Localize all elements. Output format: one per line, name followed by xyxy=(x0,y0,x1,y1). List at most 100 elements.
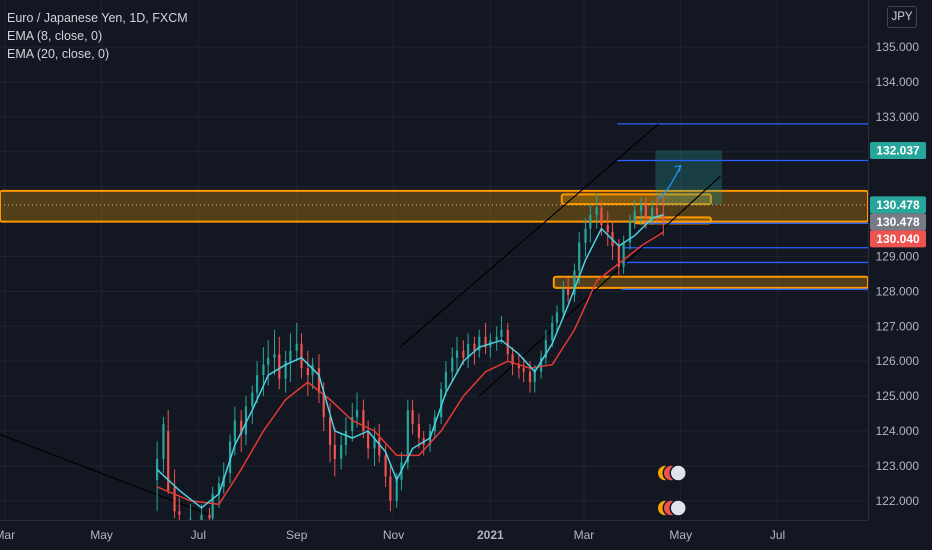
candle xyxy=(633,200,636,229)
candle-body xyxy=(522,368,525,372)
candle xyxy=(284,350,287,393)
candle-body xyxy=(244,406,248,435)
candle-body xyxy=(362,410,365,432)
target-arrow-head xyxy=(674,164,682,172)
price-label-value: 130.478 xyxy=(876,215,920,229)
candle-body xyxy=(317,368,321,393)
time-tick-label: May xyxy=(669,528,692,542)
candle xyxy=(455,336,459,372)
candle xyxy=(208,507,211,520)
candle xyxy=(500,315,503,344)
candle xyxy=(189,504,192,520)
candle xyxy=(511,347,514,376)
candle-body xyxy=(417,424,421,438)
candle-body xyxy=(384,455,387,477)
candle-body xyxy=(478,336,481,351)
price-tick-label: 135.000 xyxy=(876,40,920,54)
candle xyxy=(540,350,543,379)
candle-body xyxy=(278,354,281,379)
ema-8-line xyxy=(156,213,664,509)
candle xyxy=(251,385,254,425)
candle-body xyxy=(589,214,592,229)
trend-line xyxy=(0,433,210,516)
candle-body xyxy=(178,511,181,515)
price-label-tag xyxy=(870,230,926,248)
candle-body xyxy=(573,270,576,295)
price-labels: 132.037 130.478 130.478 130.040 xyxy=(870,142,926,248)
candle xyxy=(306,350,309,397)
candle xyxy=(162,417,165,473)
price-tick-label: 123.000 xyxy=(876,459,920,473)
target-box xyxy=(655,150,723,205)
candle-body xyxy=(344,431,348,445)
price-axis: 122.000 123.000 124.000 125.000 126.000 127.0… xyxy=(876,40,920,508)
price-label-value: 132.037 xyxy=(876,144,920,158)
price-tick-label: 134.000 xyxy=(876,75,920,89)
candle-body xyxy=(251,392,254,407)
candle-body xyxy=(544,340,547,358)
candle xyxy=(444,361,448,397)
price-label-tag xyxy=(870,142,926,160)
candle-body xyxy=(255,375,259,393)
candle xyxy=(373,427,376,466)
candle-body xyxy=(284,361,287,379)
candle xyxy=(244,396,248,445)
candle xyxy=(517,354,520,379)
symbol-title: Euro / Japanese Yen, 1D, FXCM xyxy=(7,11,188,25)
candle-body xyxy=(562,287,565,313)
price-tick-label: 125.000 xyxy=(876,389,920,403)
candle-body xyxy=(295,343,298,351)
candle xyxy=(495,326,498,351)
candle xyxy=(467,333,470,369)
price-tick-label: 126.000 xyxy=(876,354,920,368)
candle xyxy=(267,340,270,386)
time-tick-label: Mar xyxy=(574,528,595,542)
price-tick-label: 133.000 xyxy=(876,110,920,124)
candle-body xyxy=(462,350,465,358)
candle-body xyxy=(595,207,598,215)
candle-body xyxy=(351,417,354,432)
candle-body xyxy=(651,207,654,219)
candle xyxy=(589,204,592,243)
candle-body xyxy=(662,214,665,222)
candle-body xyxy=(528,371,532,383)
candle xyxy=(440,382,443,425)
candle-body xyxy=(367,431,370,449)
candle xyxy=(351,403,354,442)
support-resistance-zone xyxy=(560,193,712,206)
support-resistance-zone xyxy=(552,275,868,289)
candle xyxy=(278,336,281,390)
candle xyxy=(340,434,343,470)
candle xyxy=(555,305,559,334)
candle xyxy=(522,357,525,383)
candle-body xyxy=(484,336,487,348)
candle-body xyxy=(455,350,459,358)
candle-body xyxy=(584,228,587,243)
candle-body xyxy=(200,514,203,520)
candle xyxy=(178,497,181,520)
currency-badge[interactable]: JPY xyxy=(887,6,917,28)
candle-body xyxy=(173,486,176,512)
candle-body xyxy=(306,368,309,376)
candle-body xyxy=(411,410,414,425)
candle xyxy=(655,197,659,222)
candle xyxy=(289,333,292,383)
price-label-tag xyxy=(870,213,926,231)
candle-body xyxy=(555,312,559,323)
candle xyxy=(411,399,414,435)
trend-line xyxy=(399,123,659,348)
ema-fast-label: EMA (8, close, 0) xyxy=(7,29,103,43)
time-tick-label: Mar xyxy=(0,528,15,542)
candle-body xyxy=(333,444,336,459)
event-badge xyxy=(669,464,687,482)
candle xyxy=(211,486,214,520)
time-tick-label: Jul xyxy=(191,528,206,542)
candle xyxy=(651,200,654,226)
candle xyxy=(478,329,481,358)
candle-body xyxy=(444,371,448,390)
candle xyxy=(622,235,625,274)
candle-body xyxy=(389,476,392,501)
time-axis: Mar May Jul Sep Nov 2021 Mar May Jul xyxy=(0,528,785,542)
candle-body xyxy=(473,343,476,351)
